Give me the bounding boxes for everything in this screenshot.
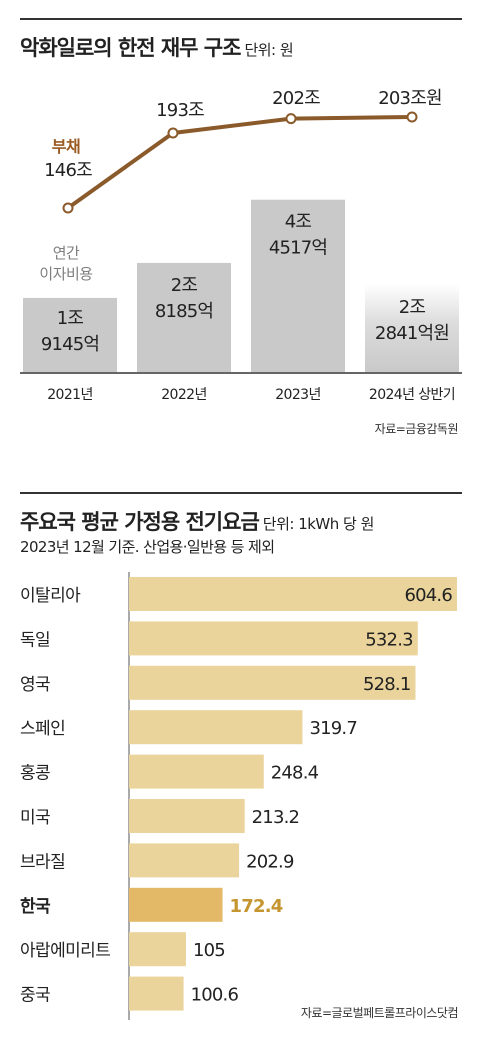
country-label: 브라질	[20, 852, 65, 872]
x-tick-label: 2021년	[47, 387, 93, 403]
country-bar	[129, 887, 223, 922]
chart1-plot: 1조 9145억 2조 8185억 4조 4517억 2조 2841억원 2021년 2022년 2…	[20, 88, 462, 403]
debt-data-label: 202조	[272, 88, 320, 109]
debt-data-label: 203조원	[378, 88, 441, 109]
country-bar	[129, 799, 245, 833]
debt-point	[406, 111, 418, 123]
interest-data-label: 2조	[171, 275, 198, 296]
country-label: 이탈리아	[20, 586, 81, 606]
interest-series-label: 이자비용	[39, 265, 92, 283]
country-bar	[129, 621, 418, 656]
country-label: 홍콩	[20, 764, 50, 784]
country-bar	[129, 754, 264, 789]
value-label: 532.3	[365, 629, 413, 650]
value-label: 202.9	[246, 851, 294, 872]
debt-point	[167, 127, 179, 139]
country-label: 독일	[20, 630, 50, 650]
chart2-title-row: 주요국 평균 가정용 전기요금 단위: 1kWh 당 원	[20, 506, 374, 536]
value-label: 105	[193, 940, 225, 961]
interest-bar	[365, 283, 459, 372]
country-label: 영국	[20, 675, 50, 695]
chart1-source: 자료=금융감독원	[374, 422, 459, 436]
interest-data-label: 2841억원	[375, 323, 449, 344]
debt-data-label: 146조	[44, 160, 92, 181]
value-label: 248.4	[271, 763, 319, 784]
country-bar	[129, 577, 457, 611]
interest-data-label: 4517억	[269, 238, 327, 259]
x-tick-label: 2024년 상반기	[369, 387, 455, 403]
x-tick-label: 2023년	[275, 387, 321, 403]
country-label: 중국	[20, 986, 50, 1006]
value-label: 319.7	[309, 718, 357, 739]
interest-data-label: 8185억	[155, 301, 213, 322]
interest-data-label: 9145억	[41, 334, 99, 355]
chart1-unit: 단위: 원	[244, 41, 294, 59]
value-label: 213.2	[252, 807, 300, 828]
value-label: 172.4	[230, 896, 283, 917]
country-label: 아랍에미리트	[20, 941, 110, 961]
country-bar	[129, 976, 184, 1011]
interest-data-label: 1조	[57, 308, 84, 329]
interest-series-label: 연간	[53, 244, 80, 262]
chart2-unit: 단위: 1kWh 당 원	[262, 515, 375, 533]
interest-bar	[251, 199, 345, 372]
debt-line	[66, 115, 413, 210]
chart2-subtitle: 2023년 12월 기준. 산업용·일반용 등 제외	[20, 538, 275, 556]
x-tick-label: 2022년	[161, 387, 207, 403]
country-bar	[129, 710, 303, 745]
chart2-top-rule	[20, 492, 462, 494]
chart1-title-row: 악화일로의 한전 재무 구조 단위: 원	[20, 32, 294, 62]
debt-data-label: 193조	[156, 100, 204, 121]
country-bar	[129, 843, 240, 878]
value-label: 100.6	[191, 985, 239, 1006]
debt-point	[62, 202, 74, 214]
chart1-title: 악화일로의 한전 재무 구조	[20, 36, 241, 60]
country-bar	[129, 932, 186, 967]
interest-bar	[23, 297, 117, 372]
country-bar	[129, 665, 416, 700]
interest-bar	[137, 262, 231, 372]
debt-point	[285, 113, 297, 125]
chart1-top-rule	[20, 18, 462, 20]
country-label: 한국	[20, 897, 51, 917]
chart2-source: 자료=글로벌페트롤프라이스닷컴	[300, 1006, 459, 1020]
interest-data-label: 2조	[399, 297, 426, 318]
interest-data-label: 4조	[285, 212, 312, 233]
chart2-title: 주요국 평균 가정용 전기요금	[20, 510, 260, 534]
country-label: 스페인	[20, 719, 65, 739]
country-label: 미국	[20, 808, 50, 828]
value-label: 528.1	[363, 674, 411, 695]
debt-series-label: 부채	[52, 137, 80, 156]
value-label: 604.6	[404, 585, 452, 606]
